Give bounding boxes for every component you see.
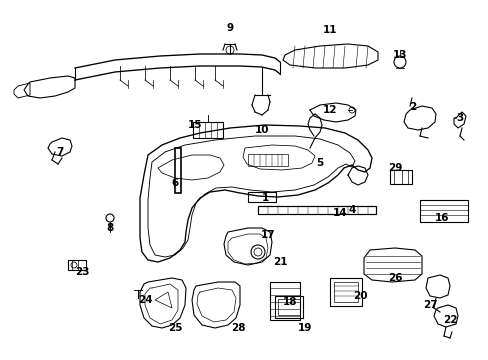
Text: 11: 11 [322,25,337,35]
Text: 15: 15 [187,120,202,130]
Bar [329,278,361,306]
Text: 18: 18 [282,297,297,307]
Text: 9: 9 [226,23,233,33]
Bar [193,122,223,138]
Bar [269,282,299,320]
Text: 8: 8 [106,223,113,233]
Bar [419,200,467,222]
Bar [68,260,86,270]
Text: 21: 21 [272,257,286,267]
Text: 19: 19 [297,323,311,333]
Text: 10: 10 [254,125,269,135]
Text: 17: 17 [260,230,275,240]
Text: 7: 7 [56,147,63,157]
Bar [175,148,181,193]
Bar [389,170,411,184]
Text: 16: 16 [434,213,448,223]
Text: 25: 25 [167,323,182,333]
Text: 1: 1 [261,193,268,203]
Text: 29: 29 [387,163,401,173]
Bar [274,296,303,318]
Text: 12: 12 [322,105,337,115]
Text: 13: 13 [392,50,407,60]
Text: 6: 6 [171,178,178,188]
Text: 28: 28 [230,323,245,333]
Bar [258,206,375,214]
Text: 5: 5 [316,158,323,168]
Bar [278,299,299,315]
Text: 2: 2 [408,102,416,112]
Text: 27: 27 [422,300,436,310]
Text: 3: 3 [455,113,463,123]
Text: 26: 26 [387,273,402,283]
Bar [333,282,357,302]
Text: 14: 14 [332,208,346,218]
Text: 23: 23 [75,267,89,277]
Text: 24: 24 [138,295,152,305]
Bar [247,192,275,202]
Text: 4: 4 [347,205,355,215]
Text: 20: 20 [352,291,366,301]
Text: 22: 22 [442,315,456,325]
Bar [247,154,287,166]
